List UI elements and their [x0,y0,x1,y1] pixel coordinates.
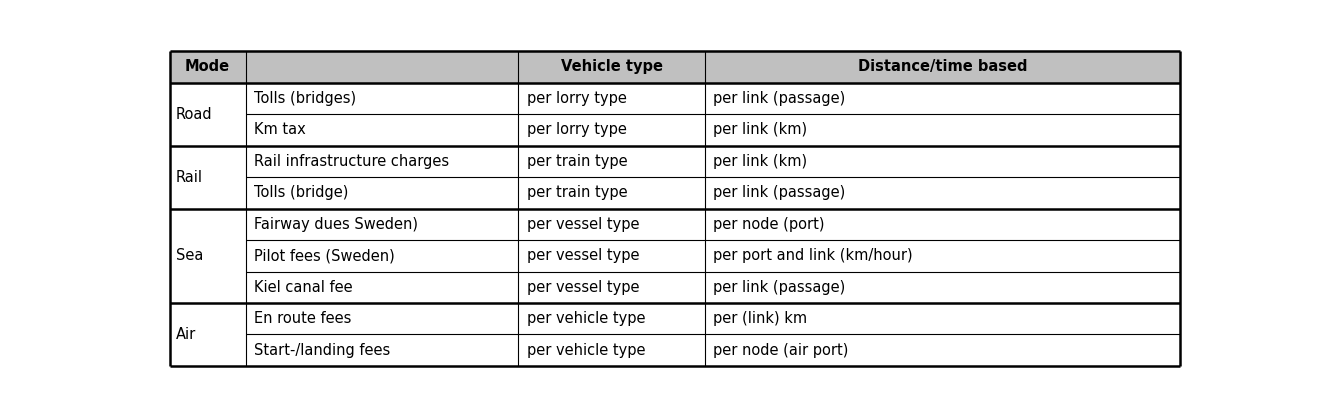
Text: per link (passage): per link (passage) [714,185,846,200]
Text: En route fees: En route fees [254,311,352,326]
Text: Sea: Sea [176,248,203,263]
Text: Start-/landing fees: Start-/landing fees [254,343,390,358]
Text: per node (port): per node (port) [714,217,824,232]
Text: Tolls (bridges): Tolls (bridges) [254,91,356,106]
Text: per lorry type: per lorry type [527,122,627,138]
Text: per link (passage): per link (passage) [714,280,846,295]
Text: per node (air port): per node (air port) [714,343,849,358]
Text: Vehicle type: Vehicle type [561,59,662,74]
Text: per link (km): per link (km) [714,122,807,138]
Text: per (link) km: per (link) km [714,311,807,326]
Text: per port and link (km/hour): per port and link (km/hour) [714,248,913,263]
Text: Kiel canal fee: Kiel canal fee [254,280,353,295]
Text: Pilot fees (Sweden): Pilot fees (Sweden) [254,248,394,263]
Bar [170,51,1180,83]
Text: Road: Road [176,107,212,121]
Text: Rail infrastructure charges: Rail infrastructure charges [254,154,449,169]
Text: Air: Air [176,327,196,342]
Text: Fairway dues Sweden): Fairway dues Sweden) [254,217,417,232]
Text: per vehicle type: per vehicle type [527,311,645,326]
Text: per link (passage): per link (passage) [714,91,846,106]
Text: per train type: per train type [527,185,627,200]
Bar [170,83,1180,366]
Text: per vessel type: per vessel type [527,248,639,263]
Text: per link (km): per link (km) [714,154,807,169]
Text: per vessel type: per vessel type [527,217,639,232]
Text: Rail: Rail [176,170,203,185]
Text: per vessel type: per vessel type [527,280,639,295]
Text: Distance/time based: Distance/time based [857,59,1027,74]
Text: per vehicle type: per vehicle type [527,343,645,358]
Text: Km tax: Km tax [254,122,306,138]
Text: per lorry type: per lorry type [527,91,627,106]
Text: Mode: Mode [186,59,230,74]
Text: Tolls (bridge): Tolls (bridge) [254,185,348,200]
Text: per train type: per train type [527,154,627,169]
